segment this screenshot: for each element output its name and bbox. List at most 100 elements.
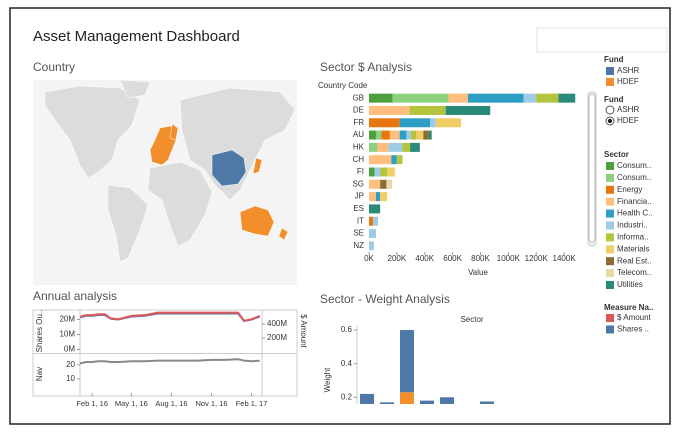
legend-swatch — [606, 209, 614, 218]
bar-segment — [420, 400, 434, 404]
legend-title: Fund — [604, 55, 624, 64]
blank-box — [536, 27, 668, 53]
category-label: NZ — [353, 241, 364, 250]
bar-segment — [558, 93, 576, 103]
radio-label[interactable]: HDEF — [617, 116, 639, 125]
y-tick-label: 20 — [66, 360, 75, 369]
bar-segment — [380, 402, 394, 404]
category-label: JP — [355, 192, 364, 201]
bar-segment — [392, 93, 449, 103]
bar-segment — [377, 142, 389, 152]
x-tick-label: Aug 1, 16 — [155, 399, 187, 408]
x-tick-label: 0K — [364, 254, 374, 263]
legend-label: Health C.. — [617, 209, 653, 218]
category-label: DE — [353, 106, 364, 115]
country — [211, 149, 247, 187]
category-label: FR — [353, 118, 364, 127]
bar-segment — [375, 130, 382, 140]
bar-segment — [387, 167, 395, 177]
y-tick-label: 0.2 — [341, 392, 353, 401]
y-tick-label: 0M — [64, 345, 75, 354]
legend-label: $ Amount — [617, 313, 652, 322]
map — [33, 79, 297, 285]
legend-label: Real Est.. — [617, 256, 652, 265]
legend-label: Utilities — [617, 280, 643, 289]
axis-header: Sector — [460, 315, 483, 324]
panel-title: Sector - Weight Analysis — [320, 292, 450, 306]
bar-segment — [410, 130, 417, 140]
bar-segment — [391, 155, 397, 165]
bar-segment — [369, 167, 375, 177]
category-label: AU — [353, 130, 364, 139]
x-tick-label: May 1, 16 — [115, 399, 148, 408]
bar-segment — [360, 393, 374, 404]
legend-label: Financia.. — [617, 197, 652, 206]
bar-segment — [369, 192, 376, 202]
x-tick-label: 200K — [388, 254, 407, 263]
bar-segment — [389, 130, 400, 140]
radio-label[interactable]: ASHR — [617, 105, 639, 114]
legend-label: Informa.. — [617, 233, 649, 242]
bar-segment — [369, 216, 374, 226]
bar-segment — [381, 130, 390, 140]
category-label: HK — [353, 142, 365, 151]
category-label: FI — [357, 167, 364, 176]
bar-segment — [406, 130, 411, 140]
bar-segment — [380, 192, 388, 202]
y2-tick-label: 200M — [267, 333, 287, 342]
bar-segment — [399, 118, 431, 128]
bar-segment — [409, 105, 446, 115]
bar-segment — [467, 93, 524, 103]
panel-title: Sector $ Analysis — [320, 60, 412, 74]
category-label: ES — [353, 204, 364, 213]
x-tick-label: 1200K — [525, 254, 549, 263]
legend-label: HDEF — [617, 77, 639, 86]
bar-segment — [380, 167, 388, 177]
bar-segment — [373, 216, 379, 226]
land — [107, 184, 149, 263]
axis-label: Country Code — [318, 81, 368, 90]
land — [44, 85, 141, 179]
y-tick-label: 10 — [66, 374, 75, 383]
legend-swatch — [606, 325, 614, 334]
bar-segment — [480, 401, 494, 404]
y-tick-label: 0.6 — [341, 325, 353, 334]
legend-label: Consum.. — [617, 161, 651, 170]
country — [239, 205, 275, 237]
bar-segment — [430, 118, 436, 128]
legend-swatch — [606, 281, 614, 289]
x-tick-label: 600K — [443, 254, 462, 263]
legend-label: Energy — [617, 185, 642, 194]
category-label: GB — [352, 93, 364, 102]
bar-segment — [369, 204, 381, 214]
y-tick-label: 0.4 — [341, 359, 353, 368]
panel-title: Annual analysis — [33, 289, 117, 303]
x-tick-label: 400K — [415, 254, 434, 263]
country — [169, 123, 179, 141]
radio[interactable] — [605, 105, 615, 115]
legend-title: Sector — [604, 150, 629, 159]
legend-swatch — [606, 257, 614, 266]
category-label: CH — [352, 155, 364, 164]
x-tick-label: Feb 1, 16 — [76, 399, 108, 408]
land — [147, 161, 213, 247]
legend-swatch — [606, 78, 614, 86]
bar-segment — [435, 118, 461, 128]
legend-label: ASHR — [617, 66, 639, 75]
bar-segment — [440, 397, 454, 404]
legend-swatch — [606, 67, 614, 75]
legend-label: Materials — [617, 244, 649, 253]
x-tick-label: 800K — [471, 254, 490, 263]
x-tick-label: Nov 1, 16 — [195, 399, 227, 408]
legend-swatch — [606, 162, 614, 170]
bar-segment — [402, 142, 411, 152]
x-tick-label: 1000K — [497, 254, 521, 263]
bar-segment — [369, 130, 376, 140]
axis-label: Nav — [35, 367, 44, 381]
legend-swatch — [606, 173, 614, 182]
scroll-thumb[interactable] — [588, 93, 596, 243]
y2-tick-label: 400M — [267, 319, 287, 328]
bar-segment — [396, 155, 403, 165]
line-series — [79, 311, 261, 322]
bar-segment — [369, 155, 392, 165]
